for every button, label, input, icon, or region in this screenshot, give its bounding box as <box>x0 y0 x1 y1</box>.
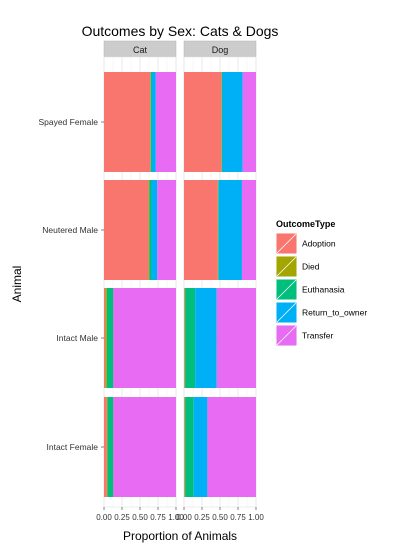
bar-dog-intact-male-return_to_owner <box>195 288 217 388</box>
y-tick-label: Intact Female <box>47 442 99 452</box>
y-axis-title: Animal <box>10 266 24 303</box>
bar-dog-spayed-female-return_to_owner <box>222 72 243 172</box>
y-tick-label: Intact Male <box>56 333 98 343</box>
bar-cat-intact-male-died <box>105 288 107 388</box>
bar-cat-intact-female-died <box>106 397 108 497</box>
bar-cat-intact-female-euthanasia <box>107 397 114 497</box>
legend-label: Euthanasia <box>302 285 345 295</box>
bar-cat-spayed-female-euthanasia <box>150 72 152 172</box>
bar-dog-spayed-female-adoption <box>184 72 222 172</box>
legend-label: Died <box>302 262 320 272</box>
bar-dog-intact-female-transfer <box>207 397 256 497</box>
legend-label: Transfer <box>302 331 334 341</box>
x-tick-label: 0.75 <box>150 513 166 522</box>
bar-cat-intact-female-transfer <box>113 397 176 497</box>
bar-dog-intact-female-return_to_owner <box>193 397 208 497</box>
x-tick-label: 0.50 <box>212 513 228 522</box>
x-tick-label: 0.75 <box>230 513 246 522</box>
bar-dog-intact-male-euthanasia <box>185 288 196 388</box>
legend-swatch-slash <box>276 302 297 323</box>
bar-cat-neutered-male-return_to_owner <box>151 180 158 280</box>
y-tick-label: Spayed Female <box>38 117 98 127</box>
bar-cat-spayed-female-transfer <box>155 72 176 172</box>
bar-dog-spayed-female-euthanasia <box>221 72 223 172</box>
legend-item-died: Died <box>275 255 320 278</box>
legend-title: OutcomeType <box>276 219 335 229</box>
bar-dog-neutered-male-return_to_owner <box>218 180 242 280</box>
facet-label-dog: Dog <box>212 45 229 55</box>
bar-cat-spayed-female-died <box>150 72 151 172</box>
bar-dog-intact-female-adoption <box>184 397 185 497</box>
legend-swatch-slash <box>276 279 297 300</box>
bar-dog-intact-male-transfer <box>216 288 256 388</box>
bar-cat-spayed-female-adoption <box>104 72 151 172</box>
legend-swatch-slash <box>276 256 297 277</box>
x-tick-label: 1.00 <box>248 513 264 522</box>
legend: OutcomeType Adoption Died Euthanasia Return… <box>275 219 367 347</box>
bar-cat-intact-female-adoption <box>104 397 107 497</box>
bar-dog-neutered-male-transfer <box>241 180 256 280</box>
bar-dog-intact-female-euthanasia <box>185 397 194 497</box>
bar-cat-neutered-male-euthanasia <box>149 180 152 280</box>
x-tick-label: 0.25 <box>114 513 130 522</box>
bar-dog-neutered-male-euthanasia <box>218 180 219 280</box>
y-tick-label: Neutered Male <box>42 225 98 235</box>
legend-label: Adoption <box>302 239 336 249</box>
bar-cat-neutered-male-died <box>148 180 150 280</box>
chart-title: Outcomes by Sex: Cats & Dogs <box>82 23 279 39</box>
legend-item-transfer: Transfer <box>275 324 334 347</box>
bar-cat-neutered-male-adoption <box>104 180 149 280</box>
legend-swatch-slash <box>276 325 297 346</box>
x-tick-label: 1.00 <box>168 513 184 522</box>
legend-item-adoption: Adoption <box>275 232 336 255</box>
legend-swatch-slash <box>276 233 297 254</box>
bar-dog-intact-male-adoption <box>184 288 185 388</box>
bar-dog-spayed-female-transfer <box>242 72 256 172</box>
bar-cat-intact-male-adoption <box>104 288 106 388</box>
x-tick-label: 0.25 <box>194 513 210 522</box>
legend-item-return_to_owner: Return_to_owner <box>275 301 367 324</box>
facet-label-cat: Cat <box>133 45 148 55</box>
bar-cat-intact-male-euthanasia <box>106 288 114 388</box>
legend-item-euthanasia: Euthanasia <box>275 278 345 301</box>
x-tick-label: 0.50 <box>132 513 148 522</box>
bar-cat-spayed-female-return_to_owner <box>151 72 156 172</box>
legend-label: Return_to_owner <box>302 308 367 318</box>
x-axis-title: Proportion of Animals <box>123 529 237 543</box>
bar-cat-intact-male-transfer <box>113 288 176 388</box>
bar-dog-neutered-male-adoption <box>184 180 218 280</box>
bar-cat-neutered-male-transfer <box>157 180 176 280</box>
x-tick-label: 0.00 <box>96 513 112 522</box>
x-tick-label: 0.00 <box>176 513 192 522</box>
